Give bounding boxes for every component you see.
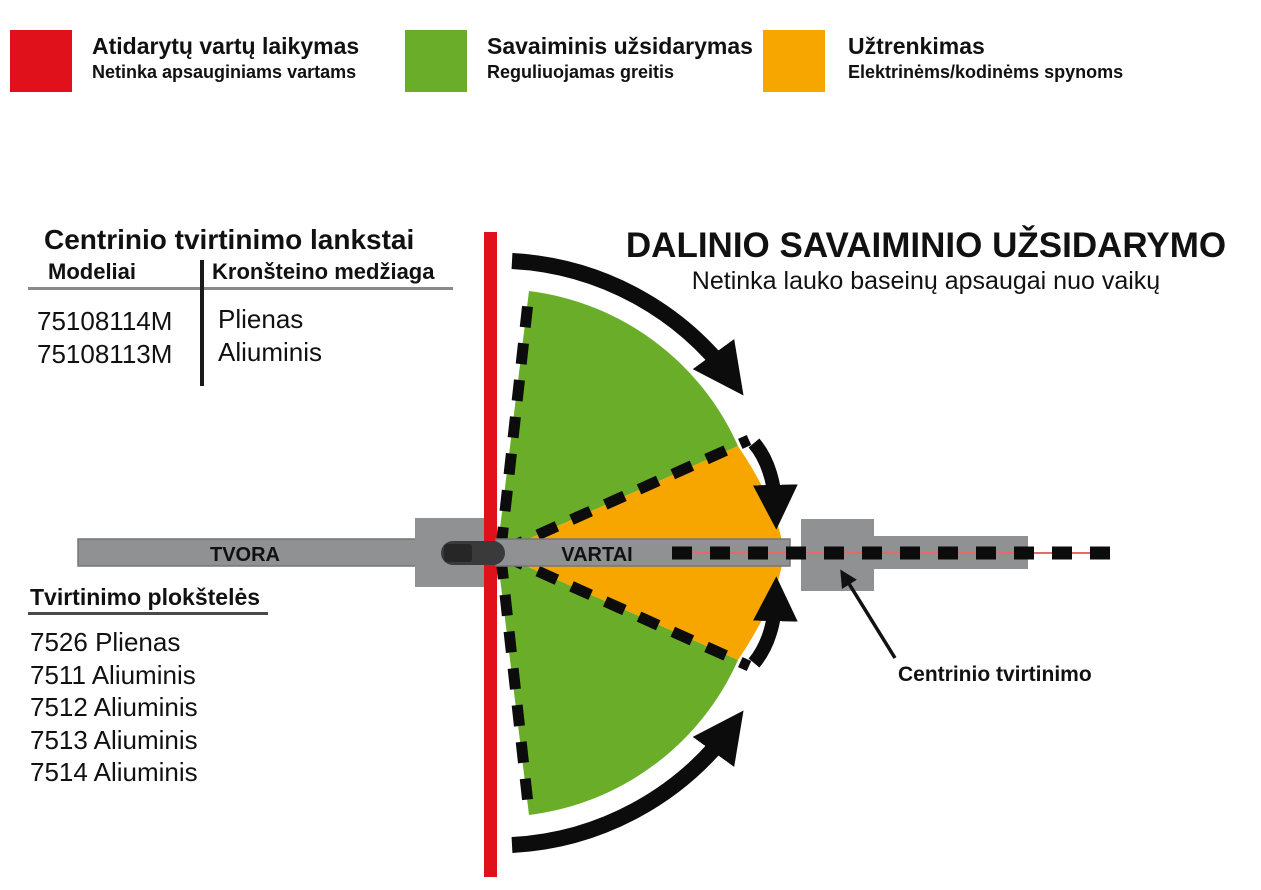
plates-title-underline [28, 612, 268, 615]
slam-swatch-rect [763, 30, 825, 92]
table-row-model: 75108114M [37, 306, 173, 336]
self-closing-swatch-rect [405, 30, 467, 92]
hinge-table-col-models: Modeliai [48, 259, 137, 284]
hold-open-color-swatch [10, 30, 72, 92]
upper-slam-boundary-dashed-line [501, 434, 752, 556]
center-mount-callout-arrow [840, 569, 897, 659]
list-item: 7526 Plienas [30, 627, 181, 657]
hinge-table-title: Centrinio tvirtinimo lankstai [44, 224, 415, 255]
table-row-model: 75108113M [37, 339, 173, 369]
hold-open-swatch-rect [10, 30, 72, 92]
lower-self-closing-sector [497, 553, 738, 815]
list-item: 7514 Aliuminis [30, 757, 198, 788]
list-item: 7512 Aliuminis [30, 692, 198, 723]
hinge-body-inner [444, 544, 472, 562]
slam-color-swatch [763, 30, 825, 92]
table-row-material: Aliuminis [218, 337, 323, 367]
legend-self-closing-subtitle: Reguliuojamas greitis [487, 62, 675, 82]
legend-slam-subtitle: Elektrinėms/kodinėms spynoms [848, 62, 1124, 82]
table-row-material: Plienas [218, 304, 304, 334]
center-mount-callout-label: Centrinio tvirtinimo [898, 663, 1092, 686]
lower-open-boundary-dashed-line [495, 557, 535, 814]
upper-slam-arrow [748, 438, 798, 530]
upper-self-closing-sector [497, 291, 738, 553]
upper-slam-sector [497, 446, 784, 553]
lower-swing-arc-arrow [511, 710, 744, 853]
fence-label: TVORA [210, 544, 280, 566]
upper-open-boundary-dashed-line [495, 292, 535, 549]
diagram-title: DALINIO SAVAIMINIO UŽSIDARYMO [625, 226, 1227, 265]
upper-swing-arc-arrow [511, 253, 744, 396]
gate-label: VARTAI [561, 544, 632, 566]
lower-slam-sector [497, 553, 784, 660]
hinge-table-column-divider [200, 260, 204, 386]
legend-hold-open-subtitle: Netinka apsauginiams vartams [92, 62, 357, 82]
diagram-subtitle: Netinka lauko baseinų apsaugai nuo vaikų [691, 267, 1161, 295]
self-closing-color-swatch [405, 30, 467, 92]
legend-self-closing-title: Savaiminis užsidarymas [487, 33, 753, 59]
list-item: 7513 Aliuminis [30, 724, 198, 755]
legend-slam-title: Užtrenkimas [848, 33, 985, 59]
plates-title: Tvirtinimo plokštelės [30, 584, 261, 610]
hinge-table-col-material: Kronšteino medžiaga [212, 259, 435, 284]
hinge-table-header-rule [28, 287, 453, 290]
list-item: 7511 Aliuminis [30, 659, 196, 690]
lower-slam-boundary-dashed-line [501, 550, 752, 672]
lower-slam-arrow [748, 576, 798, 668]
legend-hold-open-title: Atidarytų vartų laikymas [92, 33, 360, 59]
